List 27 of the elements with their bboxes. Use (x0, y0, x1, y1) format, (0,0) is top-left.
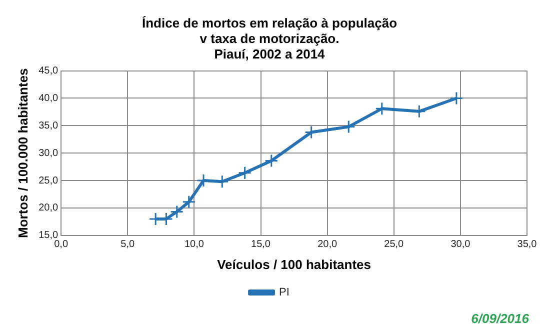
x-tick-label: 5,0 (120, 239, 136, 250)
point (264, 154, 278, 168)
x-tick-label: 15,0 (251, 239, 271, 250)
text: 6/09/2016 (471, 311, 529, 326)
x-tick-label: 25,0 (384, 239, 404, 250)
y-tick-label: 25,0 (38, 175, 58, 186)
point (170, 205, 184, 219)
x-tick-label: 30,0 (450, 239, 471, 250)
point (182, 195, 196, 209)
legend-label: PI (279, 286, 290, 299)
y-tick-label: 20,0 (38, 202, 58, 214)
y-axis-title: Mortos / 100.000 habitantes (15, 68, 30, 238)
y-tick-label: 35,0 (38, 120, 58, 132)
y-tick-label: 45,0 (38, 66, 58, 77)
x-tick-label: 10,0 (184, 239, 204, 250)
point (304, 126, 318, 139)
x-tick-label: 35,0 (517, 239, 538, 250)
point (450, 91, 464, 105)
x-axis-title: Veículos / 100 habitantes (217, 256, 371, 272)
chart-title: Índice de mortos em relação à população v taxa de motorização. Piauí, 2002 a 2014 (142, 15, 398, 62)
point (342, 120, 356, 134)
y-tick-label: 40,0 (38, 92, 58, 104)
point (238, 166, 252, 180)
x-tick-label: 20,0 (318, 239, 338, 250)
y-tick-label: 15,0 (38, 230, 58, 242)
y-tick-label: 30,0 (38, 148, 58, 159)
x-tick-label: 0,0 (54, 239, 68, 250)
